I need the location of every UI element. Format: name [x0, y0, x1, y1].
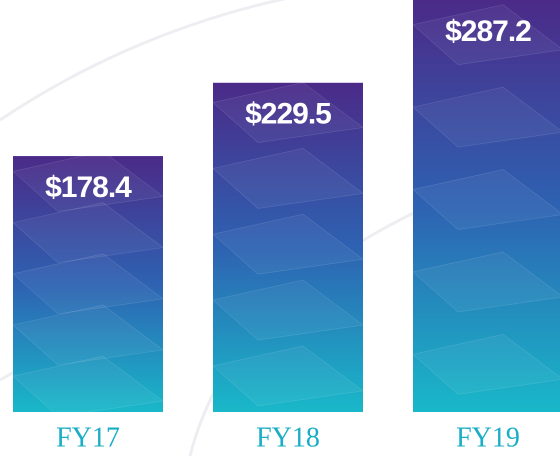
value-label: $178.4 — [45, 171, 132, 204]
page: $178.4FY17$229.5FY18$287.2FY19 (() => { … — [0, 0, 560, 456]
x-tick-label: FY19 — [456, 422, 520, 453]
chart: $178.4 FY17 $229.5 FY18 $287.2 FY19 — [0, 0, 560, 456]
value-label: $287.2 — [445, 15, 531, 48]
x-tick-label: FY17 — [56, 422, 120, 453]
x-tick-label: FY18 — [256, 422, 320, 453]
value-label: $229.5 — [245, 98, 331, 131]
